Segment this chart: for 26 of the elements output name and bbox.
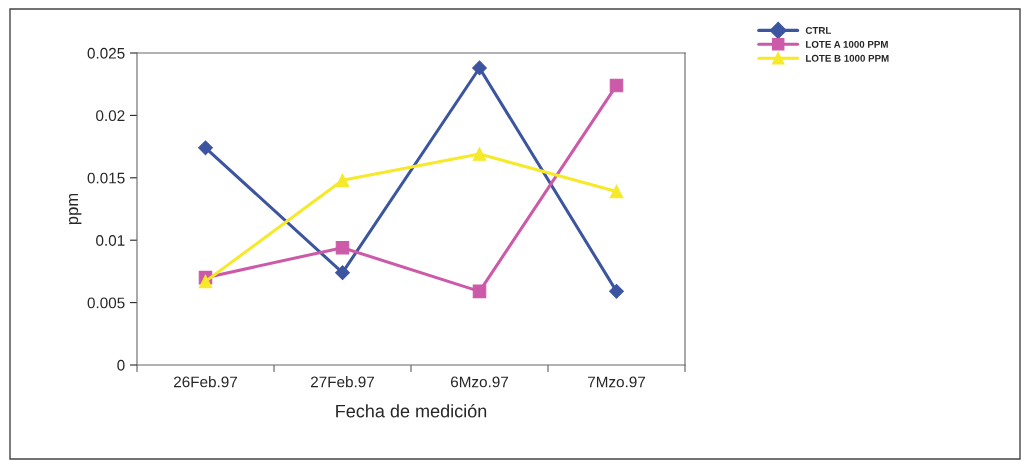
y-tick-label: 0.02 [96, 110, 125, 122]
point [335, 240, 350, 255]
y-tick-label: 0.015 [87, 172, 125, 184]
x-tick-label: 7Mzo.97 [587, 376, 646, 388]
x-tick-label: 27Feb.97 [310, 376, 375, 388]
y-axis-title: ppm [68, 193, 82, 225]
point [472, 60, 487, 76]
y-tick-label: 0 [117, 359, 125, 371]
y-tick-label: 0.01 [96, 235, 125, 246]
point [609, 184, 624, 199]
y-tick-label: 0.025 [87, 47, 125, 59]
point [472, 284, 487, 299]
point [609, 78, 624, 93]
point [198, 274, 213, 289]
point [609, 283, 624, 299]
point [472, 147, 487, 161]
legend-label: LOTE A 1000 PPM [806, 40, 888, 48]
legend-label: CTRL [805, 27, 832, 34]
x-axis-title: Fecha de medición [336, 404, 487, 418]
legend-label: LOTE B 1000 PPM [806, 54, 889, 62]
point [335, 265, 350, 281]
x-tick-label: 6Mzo.97 [450, 376, 509, 388]
y-tick-label: 0.005 [87, 297, 125, 309]
point [335, 173, 350, 188]
point [198, 140, 213, 156]
x-tick-label: 26Feb.97 [173, 376, 238, 388]
